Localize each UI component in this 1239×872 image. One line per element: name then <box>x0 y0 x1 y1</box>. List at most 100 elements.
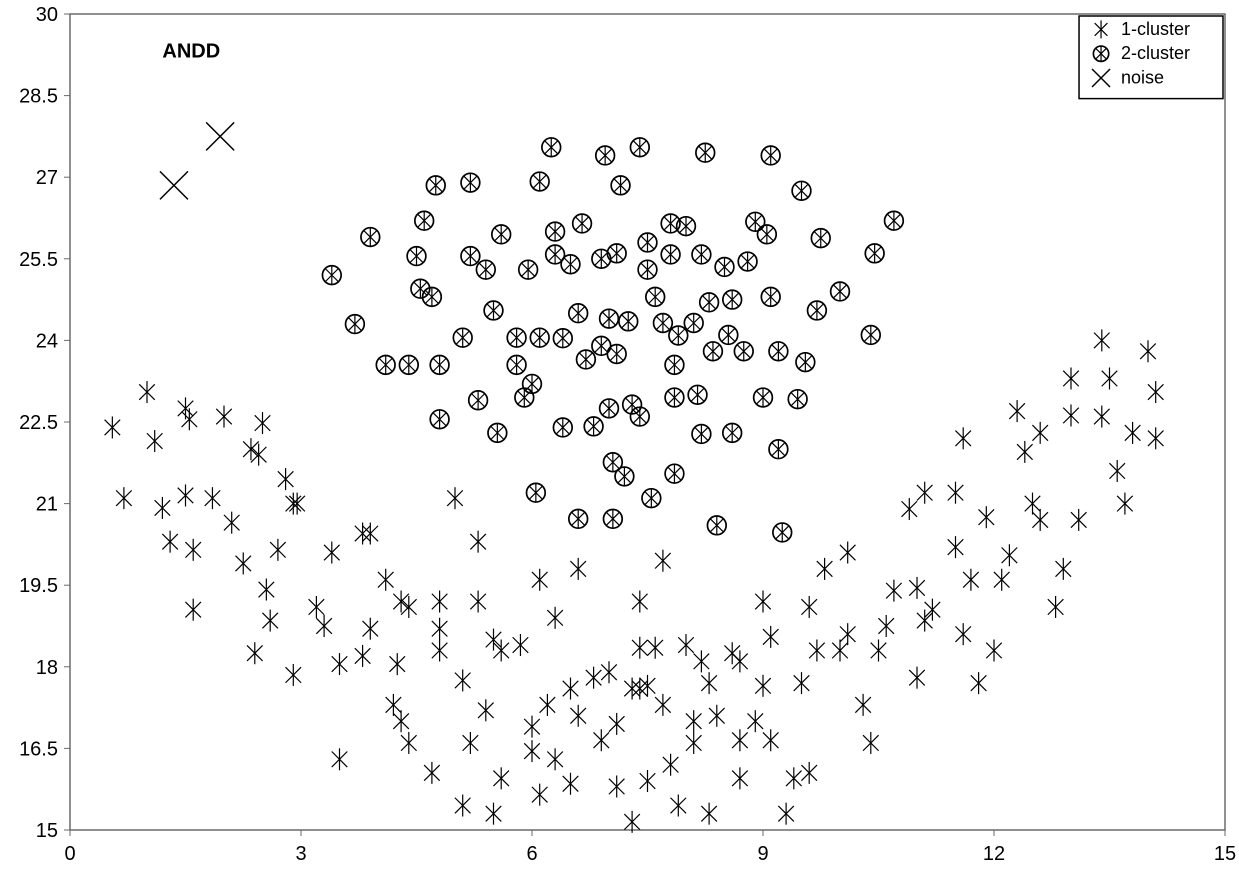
point <box>286 493 302 515</box>
point <box>453 328 472 348</box>
point <box>686 710 702 732</box>
legend-label: 1-cluster <box>1121 19 1190 39</box>
y-tick-label: 15 <box>36 820 58 842</box>
point <box>840 623 856 645</box>
point <box>948 536 964 558</box>
point <box>594 729 610 751</box>
point <box>654 313 673 333</box>
point <box>1125 422 1141 444</box>
point <box>527 483 546 503</box>
point <box>185 599 201 621</box>
point <box>426 175 445 195</box>
point <box>1048 596 1064 618</box>
point <box>1102 367 1118 389</box>
point <box>732 767 748 789</box>
point <box>646 287 665 307</box>
point <box>885 211 904 231</box>
point <box>493 639 509 661</box>
point <box>486 803 502 825</box>
point <box>524 740 540 762</box>
point <box>316 615 332 637</box>
point <box>162 531 178 553</box>
point <box>470 531 486 553</box>
point <box>861 325 880 345</box>
point <box>986 639 1002 661</box>
point <box>513 634 529 656</box>
y-tick-label: 19.5 <box>19 575 58 597</box>
point <box>948 482 964 504</box>
point <box>909 667 925 689</box>
point <box>684 313 703 333</box>
point <box>917 482 933 504</box>
point <box>393 710 409 732</box>
point <box>430 355 449 375</box>
point <box>507 328 526 348</box>
point <box>224 512 240 534</box>
point <box>769 341 788 361</box>
point <box>519 260 538 280</box>
point <box>665 355 684 375</box>
point <box>182 408 198 430</box>
point <box>547 748 563 770</box>
point <box>748 710 764 732</box>
point <box>563 773 579 795</box>
point <box>570 558 586 580</box>
point <box>971 672 987 694</box>
point <box>455 669 471 691</box>
point <box>630 407 649 427</box>
point <box>478 699 494 721</box>
point <box>832 639 848 661</box>
point <box>1148 427 1164 449</box>
point <box>1063 367 1079 389</box>
point <box>432 639 448 661</box>
point <box>611 175 630 195</box>
point <box>732 650 748 672</box>
point <box>758 224 777 244</box>
point <box>376 355 395 375</box>
point <box>540 694 556 716</box>
y-tick-label: 25.5 <box>19 249 58 271</box>
point <box>1071 509 1087 531</box>
point <box>855 694 871 716</box>
y-axis: 1516.51819.52122.52425.52728.530 <box>19 4 70 842</box>
point <box>669 326 688 346</box>
point <box>386 694 402 716</box>
point <box>801 596 817 618</box>
point <box>694 650 710 672</box>
point <box>1025 493 1041 515</box>
point <box>773 523 792 543</box>
point <box>569 303 588 323</box>
point <box>492 224 511 244</box>
point <box>955 427 971 449</box>
point <box>332 748 348 770</box>
point <box>424 762 440 784</box>
point <box>734 341 753 361</box>
point <box>701 803 717 825</box>
point <box>732 729 748 751</box>
scatter-chart: 036912151516.51819.52122.52425.52728.530… <box>0 0 1239 872</box>
point <box>447 487 463 509</box>
point <box>553 328 572 348</box>
point <box>723 423 742 443</box>
point <box>678 634 694 656</box>
point <box>723 290 742 310</box>
point <box>147 430 163 452</box>
point <box>378 569 394 591</box>
point <box>399 355 418 375</box>
x-tick-label: 6 <box>526 843 537 865</box>
series-1-cluster <box>105 329 1164 832</box>
x-axis: 03691215 <box>64 830 1236 865</box>
point <box>755 591 771 613</box>
point <box>700 292 719 312</box>
y-tick-label: 30 <box>36 4 58 26</box>
point <box>1032 509 1048 531</box>
point <box>553 418 572 438</box>
point <box>671 795 687 817</box>
point <box>178 484 194 506</box>
point <box>430 409 449 429</box>
point <box>488 423 507 443</box>
point <box>484 301 503 321</box>
point <box>546 222 565 242</box>
point <box>865 243 884 263</box>
point <box>455 795 471 817</box>
